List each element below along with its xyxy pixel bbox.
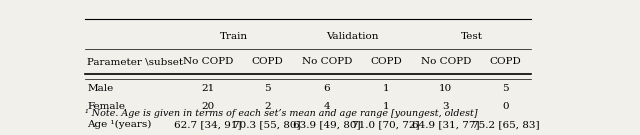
Text: 20: 20	[201, 102, 214, 111]
Text: COPD: COPD	[490, 57, 521, 66]
Text: 71.0 [70, 72]: 71.0 [70, 72]	[353, 120, 420, 129]
Text: 4: 4	[323, 102, 330, 111]
Text: Test: Test	[461, 33, 483, 41]
Text: No COPD: No COPD	[301, 57, 352, 66]
Text: 62.7 [34, 91]: 62.7 [34, 91]	[174, 120, 241, 129]
Text: ¹ Note. Age is given in terms of each set’s mean and age range [youngest, oldest: ¹ Note. Age is given in terms of each se…	[85, 109, 477, 118]
Text: 75.2 [65, 83]: 75.2 [65, 83]	[472, 120, 539, 129]
Text: 10: 10	[439, 85, 452, 93]
Text: Female: Female	[88, 102, 125, 111]
Text: Age ¹(years): Age ¹(years)	[88, 120, 152, 129]
Text: 3: 3	[442, 102, 449, 111]
Text: Parameter \subset: Parameter \subset	[88, 57, 184, 66]
Text: No COPD: No COPD	[420, 57, 471, 66]
Text: 63.9 [49, 80]: 63.9 [49, 80]	[293, 120, 360, 129]
Text: No COPD: No COPD	[182, 57, 233, 66]
Text: 2: 2	[264, 102, 271, 111]
Text: 0: 0	[502, 102, 509, 111]
Text: 5: 5	[502, 85, 509, 93]
Text: Male: Male	[88, 85, 114, 93]
Text: 64.9 [31, 77]: 64.9 [31, 77]	[412, 120, 479, 129]
Text: Train: Train	[220, 33, 248, 41]
Text: 21: 21	[201, 85, 214, 93]
Text: 1: 1	[383, 85, 390, 93]
Text: 70.3 [55, 80]: 70.3 [55, 80]	[234, 120, 301, 129]
Text: 5: 5	[264, 85, 271, 93]
Text: 1: 1	[383, 102, 390, 111]
Text: 6: 6	[323, 85, 330, 93]
Text: COPD: COPD	[371, 57, 402, 66]
Text: Validation: Validation	[326, 33, 379, 41]
Text: COPD: COPD	[252, 57, 283, 66]
